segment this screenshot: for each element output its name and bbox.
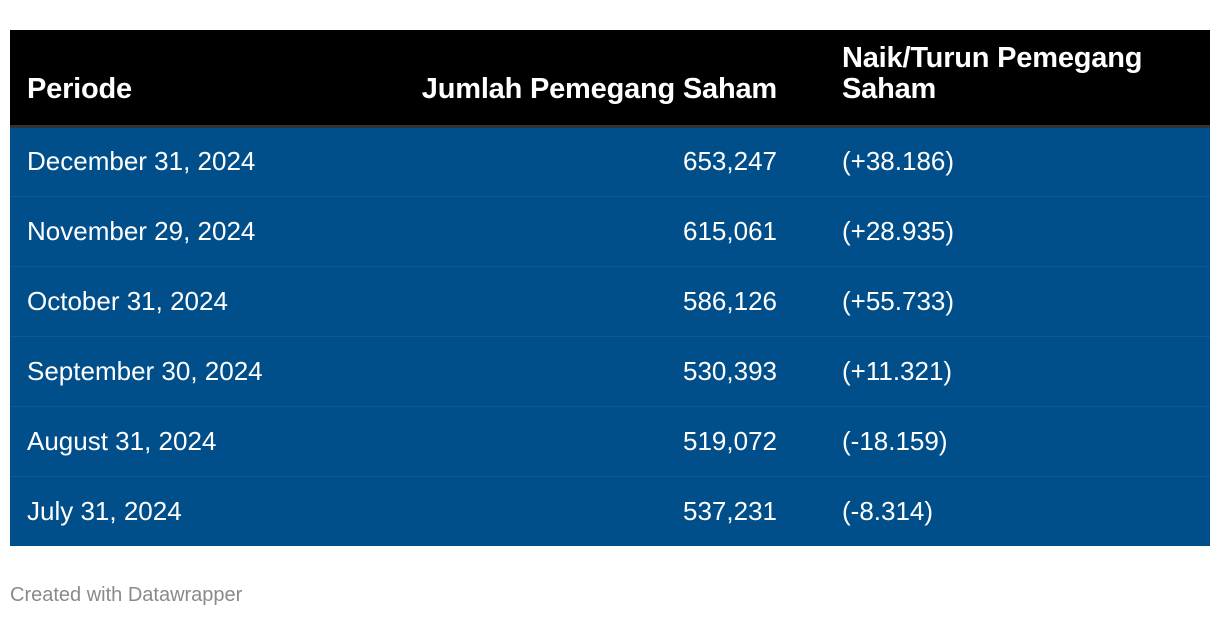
cell-jumlah: 530,393 <box>407 335 807 406</box>
table-row: August 31, 2024 519,072 (-18.159) <box>10 405 1210 476</box>
table-body: December 31, 2024 653,247 (+38.186) Nove… <box>10 126 1210 546</box>
cell-periode: October 31, 2024 <box>10 265 407 336</box>
cell-naik-turun: (+55.733) <box>807 265 1210 336</box>
cell-jumlah: 615,061 <box>407 195 807 266</box>
cell-periode: July 31, 2024 <box>10 475 407 546</box>
table-row: October 31, 2024 586,126 (+55.733) <box>10 265 1210 336</box>
cell-naik-turun: (+38.186) <box>842 146 955 176</box>
table-row: November 29, 2024 615,061 (+28.935) <box>10 195 1210 266</box>
cell-jumlah: 537,231 <box>407 475 807 546</box>
cell-naik-turun: (+11.321) <box>807 335 1210 406</box>
cell-jumlah: 586,126 <box>407 265 807 336</box>
table-header: Periode Jumlah Pemegang Saham Naik/Turun… <box>10 30 1210 128</box>
cell-jumlah: 653,247 <box>683 146 777 176</box>
datawrapper-credit: Created with Datawrapper <box>10 584 243 606</box>
table-row: December 31, 2024 653,247 (+38.186) <box>10 126 1210 196</box>
cell-naik-turun: (-18.159) <box>807 405 1210 476</box>
cell-periode: August 31, 2024 <box>10 405 407 476</box>
cell-periode: September 30, 2024 <box>10 335 407 406</box>
cell-periode: November 29, 2024 <box>10 195 407 266</box>
header-row: Periode Jumlah Pemegang Saham Naik/Turun… <box>10 30 1210 128</box>
data-table: Periode Jumlah Pemegang Saham Naik/Turun… <box>10 30 1210 546</box>
table-container: Periode Jumlah Pemegang Saham Naik/Turun… <box>10 30 1210 546</box>
header-periode: Periode <box>10 30 407 128</box>
cell-periode: December 31, 2024 <box>27 146 256 176</box>
header-jumlah-pemegang-saham: Jumlah Pemegang Saham <box>407 30 807 128</box>
table-row: September 30, 2024 530,393 (+11.321) <box>10 335 1210 406</box>
cell-jumlah: 519,072 <box>407 405 807 476</box>
table-row: July 31, 2024 537,231 (-8.314) <box>10 475 1210 546</box>
cell-naik-turun: (-8.314) <box>807 475 1210 546</box>
header-naik-turun: Naik/Turun Pemegang Saham <box>807 30 1210 128</box>
cell-naik-turun: (+28.935) <box>807 195 1210 266</box>
